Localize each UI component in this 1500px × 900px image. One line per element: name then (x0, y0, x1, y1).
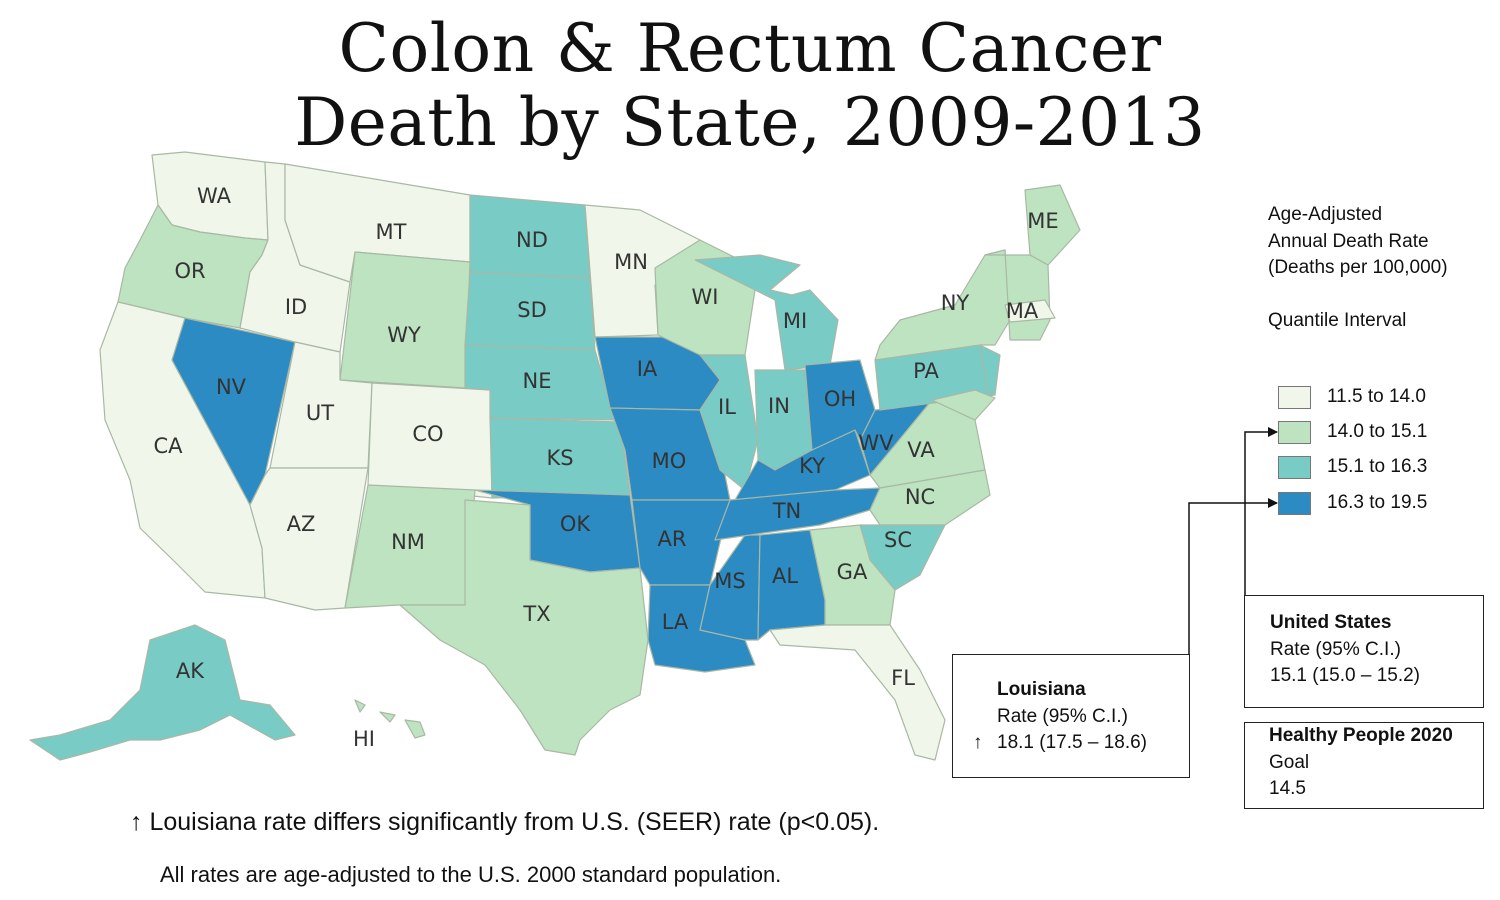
legend-item: 11.5 to 14.0 (1278, 384, 1426, 410)
legend-label: 15.1 to 16.3 (1327, 456, 1428, 477)
state-fl (769, 624, 946, 761)
legend-item: 15.1 to 16.3 (1278, 454, 1427, 480)
legend-label: 11.5 to 14.0 (1327, 386, 1426, 407)
state-hi (354, 699, 426, 739)
state-label-ga: GA (837, 560, 868, 584)
state-label-tx: TX (522, 602, 550, 626)
state-label-al: AL (772, 564, 798, 588)
state-label-ma: MA (1006, 299, 1039, 323)
state-label-sc: SC (884, 528, 912, 552)
state-label-ca: CA (153, 434, 183, 458)
state-label-ok: OK (560, 512, 592, 536)
state-label-nv: NV (216, 375, 247, 399)
state-label-ky: KY (799, 454, 825, 478)
state-md (931, 389, 996, 421)
state-label-ut: UT (306, 401, 334, 425)
state-label-id: ID (285, 295, 307, 319)
significance-arrow-icon: ↑ (973, 732, 983, 753)
louisiana-name: Louisiana (997, 679, 1086, 700)
standard-population-footnote: All rates are age-adjusted to the U.S. 2… (160, 862, 782, 887)
state-ma (1004, 299, 1056, 323)
state-label-tn: TN (772, 499, 802, 523)
state-tx (399, 499, 649, 756)
us-info-box: United States Rate (95% C.I.) 15.1 (15.0… (1244, 595, 1484, 708)
state-label-ne: NE (523, 369, 552, 393)
state-label-oh: OH (824, 387, 856, 411)
state-wy (339, 251, 471, 389)
state-label-in: IN (768, 394, 790, 418)
state-label-ms: MS (714, 569, 745, 593)
state-label-ar: AR (658, 527, 687, 551)
state-label-nc: NC (905, 485, 935, 509)
louisiana-rate-value: 18.1 (17.5 – 18.6) (997, 732, 1147, 753)
state-label-wi: WI (692, 285, 719, 309)
legend-swatch (1278, 455, 1311, 479)
state-label-co: CO (412, 422, 443, 446)
state-label-hi: HI (353, 727, 375, 751)
state-label-sd: SD (517, 298, 547, 322)
us-rate-label: Rate (95% C.I.) (1270, 638, 1401, 660)
state-label-ak: AK (176, 659, 205, 683)
state-nj (979, 344, 1001, 396)
legend-item: 16.3 to 19.5 (1278, 490, 1427, 516)
state-az (249, 467, 369, 611)
louisiana-info-box: Louisiana Rate (95% C.I.) ↑ 18.1 (17.5 –… (952, 654, 1190, 778)
state-ga (809, 524, 896, 626)
us-rate-value: 15.1 (15.0 – 15.2) (1270, 665, 1420, 686)
state-label-ks: KS (546, 446, 573, 470)
legend-heading-line-1: Age-Adjusted (1268, 204, 1383, 225)
state-il (699, 354, 759, 491)
state-label-wy: WY (387, 323, 421, 347)
state-label-mn: MN (614, 250, 648, 274)
legend-label: 16.3 to 19.5 (1327, 492, 1428, 513)
state-label-pa: PA (913, 359, 939, 383)
state-label-ny: NY (941, 291, 970, 315)
state-label-mt: MT (376, 220, 407, 244)
legend-label: 14.0 to 15.1 (1327, 421, 1428, 442)
state-label-or: OR (174, 259, 205, 283)
page-title: Colon & Rectum Cancer Death by State, 20… (0, 12, 1500, 160)
state-me (1024, 184, 1081, 266)
healthy-people-box: Healthy People 2020 Goal 14.5 (1244, 722, 1484, 809)
us-name: United States (1270, 612, 1392, 633)
state-label-nd: ND (516, 228, 548, 252)
title-line-1: Colon & Rectum Cancer (338, 10, 1162, 87)
state-label-mo: MO (652, 449, 687, 473)
legend-swatch (1278, 491, 1311, 515)
state-label-ia: IA (637, 357, 658, 381)
state-label-fl: FL (891, 666, 915, 690)
state-ak (29, 624, 296, 761)
state-label-il: IL (718, 395, 736, 419)
state-label-me: ME (1027, 209, 1058, 233)
legend-heading: Age-Adjusted Annual Death Rate (Deaths p… (1268, 202, 1448, 334)
legend-heading-line-3: (Deaths per 100,000) (1268, 257, 1448, 278)
state-mi (694, 254, 839, 371)
state-label-wv: WV (858, 431, 894, 455)
state-label-nm: NM (391, 530, 425, 554)
significance-footnote: ↑ Louisiana rate differs significantly f… (130, 808, 880, 836)
legend-item: 14.0 to 15.1 (1278, 419, 1427, 445)
title-line-2: Death by State, 2009-2013 (294, 84, 1206, 161)
legend-interval-label: Quantile Interval (1268, 309, 1407, 331)
state-label-va: VA (907, 438, 935, 462)
louisiana-rate-label: Rate (95% C.I.) (997, 705, 1128, 727)
legend-swatch (1278, 385, 1311, 409)
state-label-la: LA (662, 610, 689, 634)
legend-swatch (1278, 420, 1311, 444)
state-label-az: AZ (287, 512, 316, 536)
healthy-people-goal-value: 14.5 (1269, 778, 1306, 799)
state-label-mi: MI (783, 309, 807, 333)
healthy-people-name: Healthy People 2020 (1269, 725, 1453, 746)
state-label-wa: WA (197, 184, 232, 208)
healthy-people-goal-label: Goal (1269, 751, 1310, 773)
legend-heading-line-2: Annual Death Rate (1268, 230, 1429, 252)
